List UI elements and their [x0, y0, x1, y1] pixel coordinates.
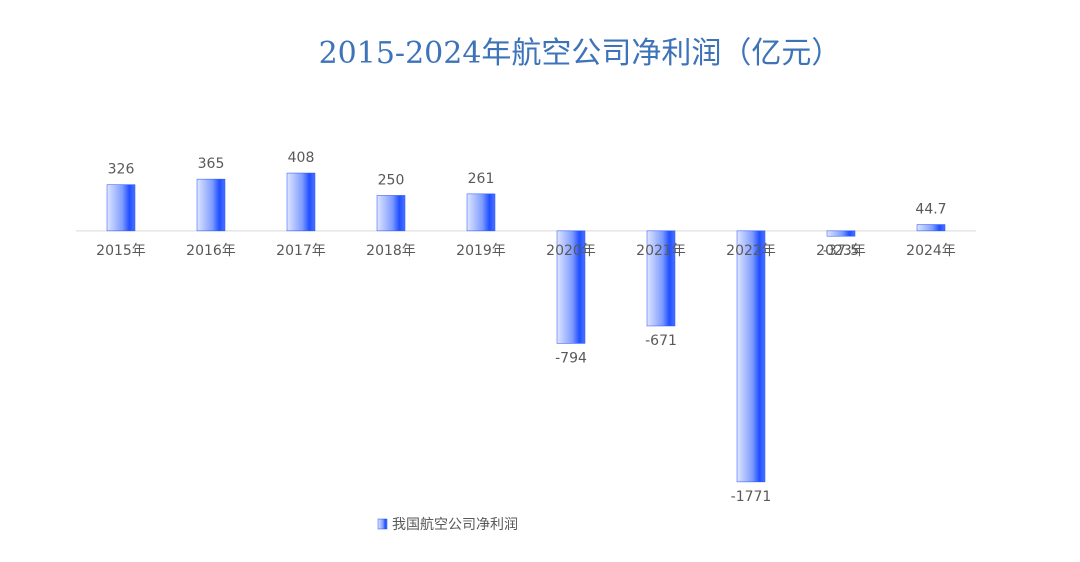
x-tick-label: 2018年: [366, 243, 416, 259]
legend-marker: [377, 518, 388, 530]
bar: [826, 230, 856, 237]
data-label: 261: [468, 171, 495, 187]
data-label: 408: [288, 150, 315, 166]
x-tick-label: 2019年: [456, 243, 506, 259]
bar: [466, 193, 496, 232]
data-label: -794: [555, 350, 587, 366]
x-tick-label: 2023年: [816, 243, 866, 259]
bar: [646, 230, 676, 327]
data-label: -37.5: [823, 243, 859, 259]
x-tick-label: 2024年: [906, 243, 956, 259]
x-tick-label: 2020年: [546, 243, 596, 259]
x-tick-label: 2022年: [726, 243, 776, 259]
data-label: 250: [378, 172, 405, 188]
data-label: -1771: [731, 489, 772, 505]
chart-title: 2015-2024年航空公司净利润（亿元）: [319, 36, 842, 71]
bar: [736, 230, 766, 483]
legend-label: 我国航空公司净利润: [392, 517, 518, 533]
bar: [376, 195, 406, 232]
bar: [106, 184, 136, 232]
bar: [916, 224, 946, 232]
x-tick-label: 2015年: [96, 243, 146, 259]
bar: [196, 178, 226, 232]
x-tick-label: 2017年: [276, 243, 326, 259]
x-tick-label: 2016年: [186, 243, 236, 259]
x-tick-label: 2021年: [636, 243, 686, 259]
data-label: 365: [198, 156, 225, 172]
data-label: 326: [108, 162, 135, 178]
bar: [286, 172, 316, 232]
data-label: -671: [645, 333, 677, 349]
data-label: 44.7: [915, 202, 946, 218]
bar: [556, 230, 586, 344]
